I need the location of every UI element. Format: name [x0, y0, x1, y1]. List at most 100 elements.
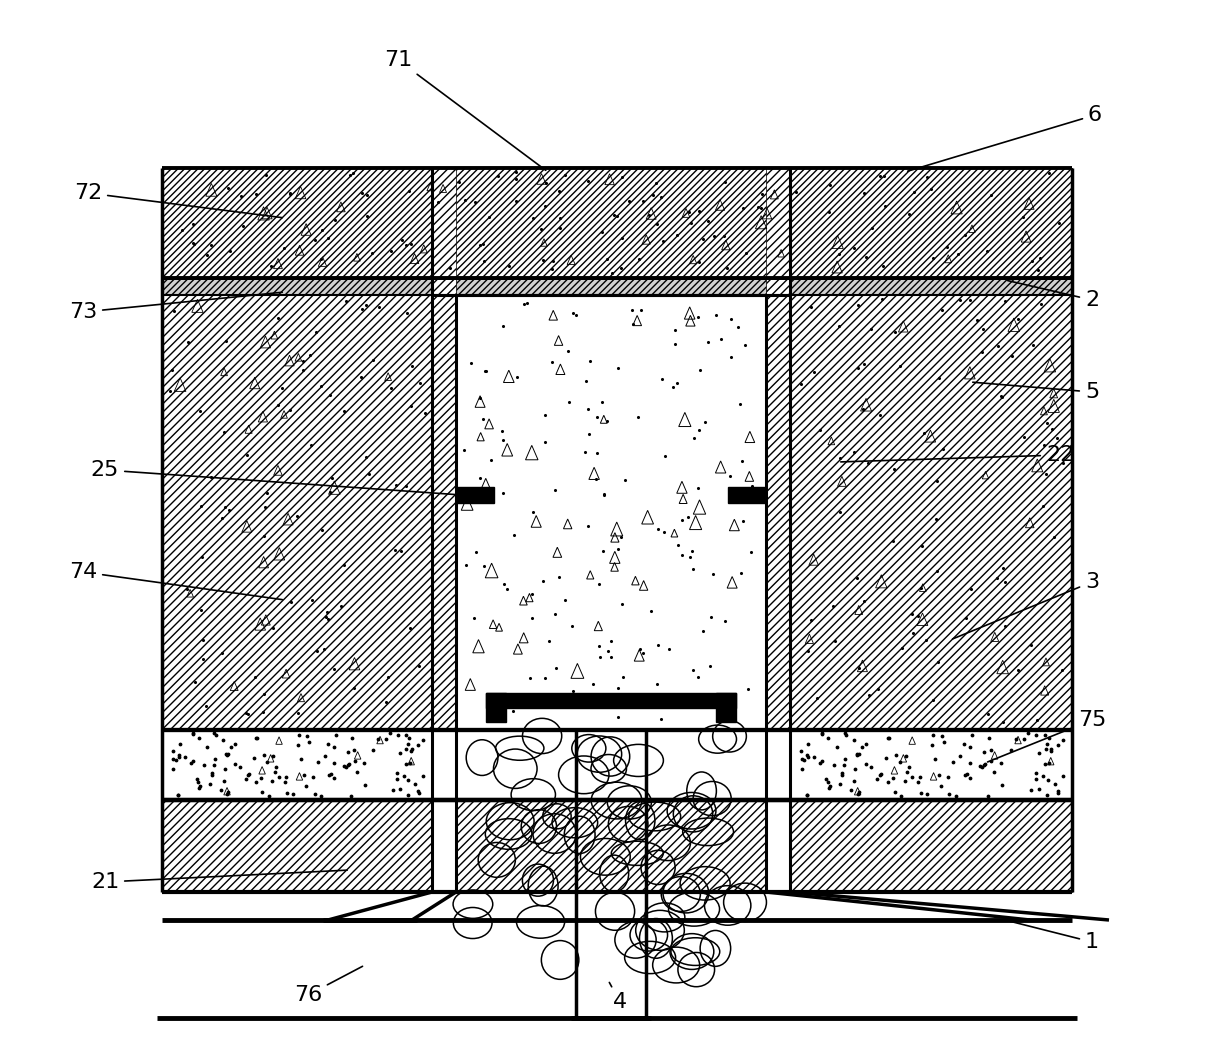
Point [579, 173, 598, 189]
Point [551, 209, 570, 226]
Point [387, 476, 406, 493]
Point [400, 620, 420, 636]
Point [364, 742, 383, 758]
Point [288, 704, 308, 721]
Point [669, 537, 688, 553]
Point [1008, 311, 1028, 328]
Point [319, 229, 338, 245]
Point [400, 755, 420, 772]
Point [1026, 712, 1046, 729]
Point [193, 631, 213, 648]
Point [872, 765, 891, 782]
Point [428, 193, 447, 210]
Point [896, 748, 916, 764]
Point [873, 290, 893, 307]
Point [396, 236, 416, 253]
Point [688, 479, 708, 496]
Point [796, 787, 816, 804]
Point [531, 222, 551, 238]
Point [293, 361, 313, 378]
Point [306, 323, 326, 340]
Point [693, 623, 713, 640]
Point [1019, 725, 1038, 742]
Point [931, 302, 951, 318]
Point [798, 749, 817, 765]
Point [336, 293, 355, 310]
Point [934, 440, 953, 457]
Point [500, 258, 519, 275]
Point [903, 625, 923, 642]
Point [790, 743, 810, 759]
Point [608, 709, 627, 726]
Point [929, 766, 948, 783]
Point [305, 785, 325, 802]
Point [545, 606, 564, 623]
Point [947, 787, 967, 804]
Point [975, 756, 995, 773]
Point [828, 738, 848, 755]
Point [192, 548, 212, 565]
Point [236, 705, 255, 722]
Point [961, 770, 980, 786]
Point [1053, 731, 1073, 748]
Point [955, 766, 974, 783]
Point [850, 659, 869, 676]
Point [1035, 756, 1054, 773]
Point [704, 566, 724, 582]
Point [542, 261, 562, 278]
Point [344, 742, 364, 758]
Point [871, 407, 890, 423]
Point [385, 542, 405, 558]
Point [1021, 781, 1041, 798]
Point [979, 787, 998, 804]
Point [381, 725, 400, 742]
Point [654, 524, 674, 541]
Point [238, 766, 258, 783]
Point [587, 444, 607, 461]
Point [751, 200, 771, 216]
Point [263, 773, 282, 789]
Point [344, 679, 364, 696]
Point [899, 206, 918, 223]
Point [858, 456, 878, 472]
Point [848, 296, 867, 313]
Point [276, 769, 295, 785]
Point [533, 572, 552, 589]
Point [567, 307, 586, 323]
Point [259, 787, 278, 804]
Point [689, 421, 709, 438]
Point [348, 763, 367, 780]
Point [810, 754, 829, 771]
Point [818, 203, 838, 219]
Point [254, 527, 274, 544]
Point [332, 598, 351, 615]
Point [247, 186, 266, 203]
Point [787, 184, 806, 201]
Point [702, 609, 721, 626]
Point [928, 563, 947, 579]
Point [849, 360, 868, 376]
Point [956, 227, 975, 243]
Point [688, 309, 708, 326]
Point [623, 302, 642, 318]
Text: 76: 76 [294, 966, 362, 1005]
Point [1026, 764, 1046, 781]
Point [580, 354, 599, 370]
Point [648, 676, 668, 693]
Bar [456, 487, 494, 503]
Point [995, 293, 1014, 310]
Text: 1: 1 [1008, 920, 1099, 952]
Point [733, 200, 753, 216]
Point [1037, 786, 1057, 803]
Point [801, 612, 821, 628]
Point [1034, 497, 1053, 514]
Point [202, 469, 221, 486]
Point [805, 364, 824, 381]
Point [482, 451, 501, 468]
Point [184, 726, 203, 743]
Point [1028, 261, 1047, 278]
Point [535, 198, 554, 214]
Point [845, 773, 865, 789]
Point [962, 727, 981, 744]
Point [492, 422, 512, 439]
